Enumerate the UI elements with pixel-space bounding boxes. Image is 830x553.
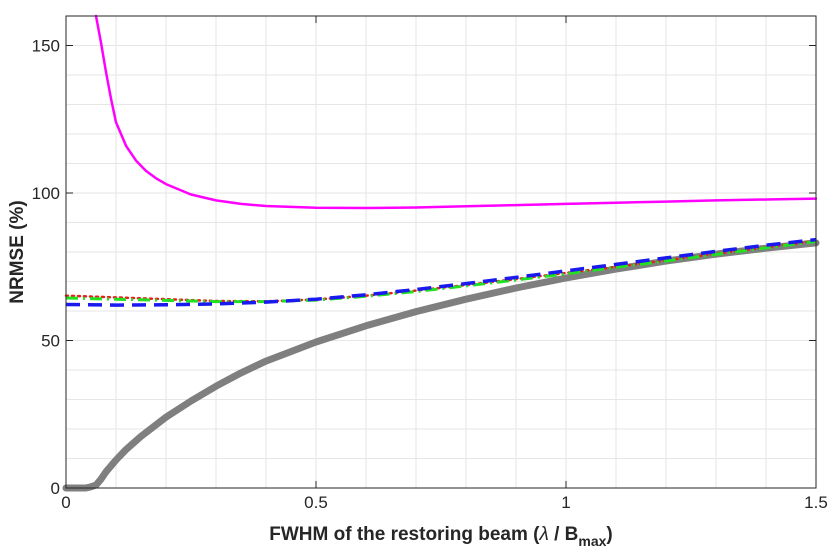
y-tick-label: 100 [32,184,60,203]
y-tick-label: 50 [41,332,60,351]
series-line-gray [62,239,820,492]
series-line-green [65,239,817,304]
x-tick-label: 0.5 [304,493,328,512]
axes-box [65,15,817,489]
series-line-blue [65,237,817,307]
x-tick-label: 1 [561,493,570,512]
grid [66,16,816,488]
y-tick-label: 0 [51,479,60,498]
x-axis-title: FWHM of the restoring beam (λ / Bmax) [269,524,613,549]
x-tick-label: 0 [61,493,70,512]
series-layer [62,14,820,492]
x-tick-label: 1.5 [804,493,828,512]
y-axis-title: NRMSE (%) [7,200,28,303]
series-line-magenta [94,14,818,210]
ticks: 0 0.5 1 1.5 0 50 100 150 [32,16,828,512]
y-tick-label: 150 [32,37,60,56]
